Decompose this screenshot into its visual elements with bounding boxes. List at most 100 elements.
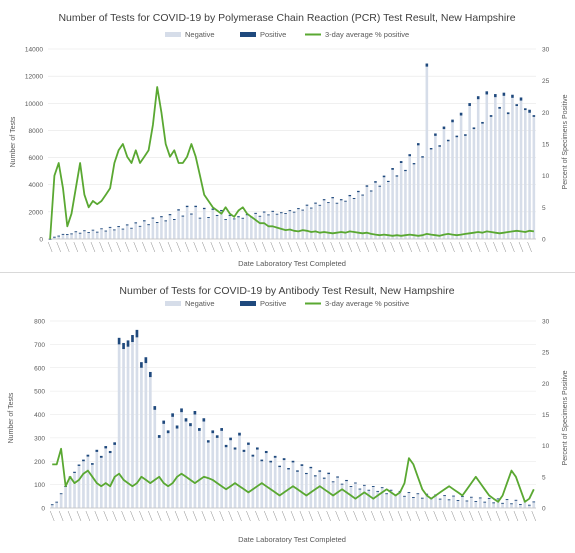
bar-positive [229,438,232,441]
x-tick-label [353,511,357,521]
bar-positive [387,181,390,182]
bar-positive [131,335,134,342]
bar-positive [492,502,495,503]
bar-negative [152,219,155,239]
bar-negative [345,481,348,508]
bar-negative [385,494,388,508]
bar-negative [274,458,277,508]
bar-positive [73,472,76,473]
bar-positive [370,190,373,191]
x-tick-label [193,511,197,521]
antibody-chart-title: Number of Tests for COVID-19 by Antibody… [119,285,454,297]
gridlines [48,49,536,239]
x-tick-label [528,242,532,252]
bar-positive [306,205,309,206]
bar-positive [143,220,146,221]
x-tick-label [151,242,155,252]
x-tick-label [478,511,482,521]
bar-negative [278,467,281,508]
bar-negative [485,94,488,239]
bar-positive [474,501,477,502]
bar-positive [109,227,112,228]
bar-negative [412,497,415,508]
bar-negative [434,136,437,239]
bar-negative [533,117,536,239]
bar-negative [57,236,60,239]
bar-positive [134,222,137,223]
bar-positive [152,218,155,219]
bar-negative [180,412,183,508]
bar-negative [126,225,129,239]
y2-tick-label: 5 [542,474,546,481]
bar-negative [64,487,67,508]
bar-negative [55,502,58,508]
x-tick-label [246,511,250,521]
bar-negative [194,415,197,509]
bar-positive [271,211,274,212]
x-tick-label [194,242,198,252]
bar-negative [246,215,249,239]
x-tick-label [255,511,259,521]
bar-positive [460,113,463,116]
bar-positive [276,214,279,215]
x-tick-label [237,511,241,521]
x-tick-label [117,242,121,252]
bar-negative [421,498,424,508]
bar-negative [417,494,420,508]
x-tick-label [485,242,489,252]
bar-negative [87,233,90,239]
bar-positive [408,492,411,493]
x-tick-label [331,242,335,252]
bar-positive [274,456,277,458]
bar-negative [122,349,125,508]
bar-negative [167,433,170,508]
x-tick-label [104,511,108,521]
bar-negative [378,187,381,239]
bar-positive [292,461,295,463]
bar-negative [229,216,232,239]
bar-positive [185,418,188,421]
x-tick-label [236,242,240,252]
bar-negative [280,213,283,239]
pcr-chart-panel: Number of Tests for COVID-19 by Polymera… [0,0,575,272]
bar-negative [130,229,133,239]
bar-positive [126,224,129,225]
y-tick-label: 300 [34,435,45,442]
bar-negative [224,220,227,239]
bar-positive [189,423,192,426]
bar-negative [293,213,296,239]
bar-positive [507,112,510,114]
bar-negative [100,458,103,508]
x-tick-label [459,242,463,252]
x-tick-label [391,242,395,252]
bar-positive [265,451,268,453]
bar-positive [140,362,143,368]
bar-negative [139,227,142,239]
bar-positive [104,446,107,448]
x-tick-label [48,242,52,252]
bar-positive [515,500,518,501]
legend-negative-label: Negative [185,299,215,308]
bar-negative [117,227,120,239]
bar-positive [503,93,506,96]
bar-positive [345,480,348,481]
bar-positive [83,230,86,231]
bar-negative [297,209,300,239]
bar-positive [327,473,330,474]
bar-negative [118,344,121,508]
bar-negative [488,499,491,508]
bar-negative [79,234,82,239]
bar-negative [506,500,509,508]
bar-negative [301,211,304,240]
bar-negative [363,486,366,508]
x-tick-label [322,242,326,252]
y-tick-label: 500 [34,389,45,396]
bar-positive [199,218,202,219]
bar-positive [332,481,335,482]
bar-negative [438,147,441,239]
bar-positive [254,213,257,214]
y-tick-label: 0 [39,237,43,244]
bar-negative [524,110,527,239]
bar-negative [473,129,476,239]
bar-negative [466,501,469,508]
